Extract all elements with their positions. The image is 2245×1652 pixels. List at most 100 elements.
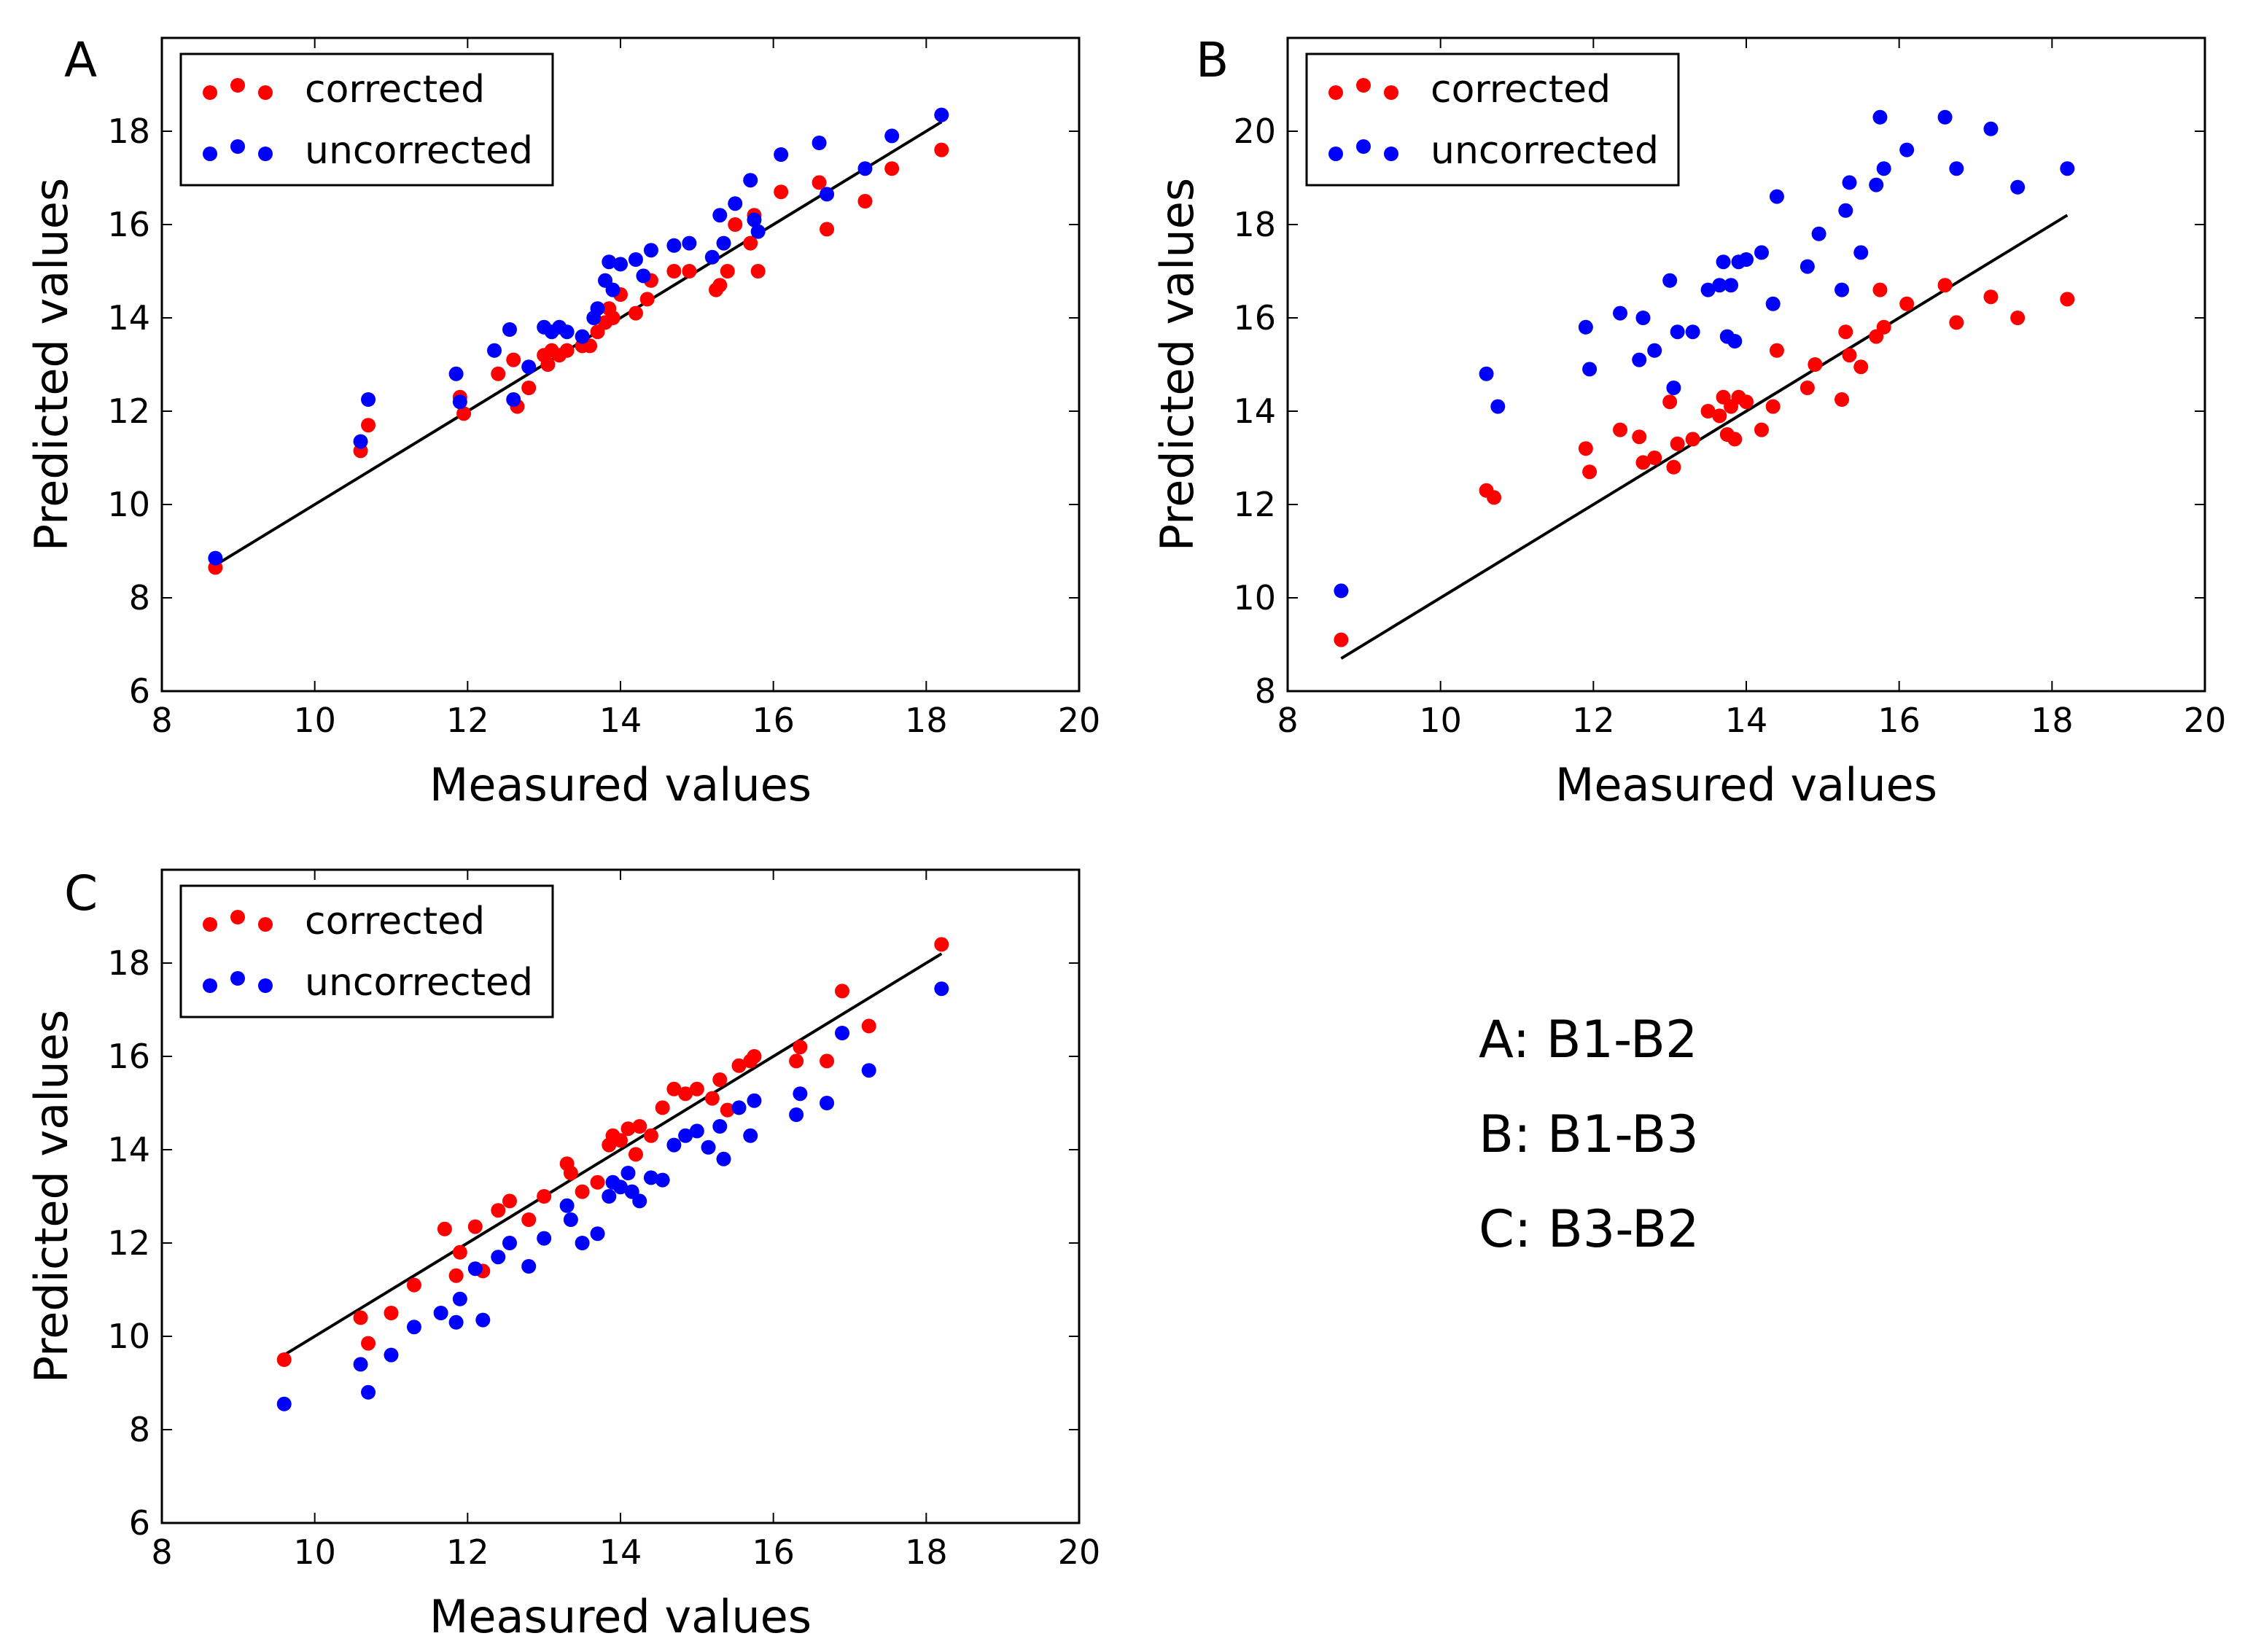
panel-c-uncorrected-point bbox=[789, 1107, 804, 1122]
panel-b-corrected-point bbox=[1799, 381, 1815, 395]
panel-b-corrected-point bbox=[1983, 289, 1999, 305]
panel-a-uncorrected-point bbox=[602, 254, 617, 270]
panel-c-x-tick-label: 20 bbox=[1058, 1532, 1101, 1572]
panel-c-corrected-point bbox=[361, 1336, 376, 1351]
panel-b-x-tick-label: 8 bbox=[1277, 701, 1298, 740]
panel-c-corrected-point bbox=[678, 1086, 693, 1102]
panel-a-uncorrected-point bbox=[643, 243, 658, 258]
panel-a-uncorrected-point bbox=[628, 252, 643, 267]
panel-c-uncorrected-point bbox=[361, 1384, 376, 1400]
panel-c-corrected-point bbox=[575, 1184, 590, 1199]
panel-b-y-tick-label: 16 bbox=[1233, 298, 1276, 338]
panel-a-x-tick-label: 8 bbox=[151, 701, 172, 740]
panel-c-x-tick-label: 16 bbox=[752, 1532, 795, 1572]
panel-a-corrected-point bbox=[934, 142, 949, 157]
panel-b-x-tick-label: 12 bbox=[1572, 701, 1615, 740]
panel-b-legend-marker-corrected bbox=[1328, 85, 1343, 100]
panel-b-uncorrected-point bbox=[1716, 254, 1731, 270]
panel-a-uncorrected-point bbox=[743, 173, 758, 188]
panel-b-corrected-point bbox=[2060, 292, 2075, 307]
panel-b-uncorrected-point bbox=[1811, 226, 1826, 241]
panel-b-corrected-point bbox=[1834, 392, 1850, 407]
panel-c-letter: C bbox=[64, 865, 98, 922]
panel-a-uncorrected-point bbox=[747, 212, 762, 227]
panel-c-uncorrected-point bbox=[655, 1172, 670, 1188]
panel-b-uncorrected-point bbox=[1899, 142, 1915, 157]
panel-b-uncorrected-point bbox=[1799, 259, 1815, 274]
panel-b-legend-marker-corrected bbox=[1384, 85, 1398, 100]
panel-b-legend-marker-uncorrected bbox=[1328, 147, 1343, 161]
panel-c-uncorrected-point bbox=[861, 1063, 876, 1078]
panel-a-corrected-point bbox=[720, 264, 735, 278]
panel-c-y-tick-label: 14 bbox=[107, 1130, 150, 1169]
panel-a-x-tick-label: 10 bbox=[293, 701, 336, 740]
panel-a-x-tick-label: 20 bbox=[1058, 701, 1101, 740]
panel-b-corrected-point bbox=[1487, 490, 1502, 505]
panel-a-corrected-point bbox=[540, 357, 556, 372]
panel-a-corrected-point bbox=[743, 235, 758, 251]
panel-b-corrected-point bbox=[1647, 451, 1662, 465]
panel-a-uncorrected-point bbox=[812, 136, 827, 150]
panel-b-corrected-point bbox=[1937, 278, 1953, 293]
panel-b-series-uncorrected bbox=[1334, 109, 2075, 599]
panel-c-corrected-point bbox=[537, 1189, 552, 1204]
panel-c-uncorrected-point bbox=[716, 1151, 731, 1166]
panel-b-uncorrected-point bbox=[1739, 252, 1754, 267]
panel-a-corrected-point bbox=[712, 278, 728, 293]
caption-b: B: B1-B3 bbox=[1479, 1104, 1699, 1164]
panel-b-corrected-point bbox=[1949, 315, 1964, 330]
panel-a-uncorrected-point bbox=[613, 257, 628, 272]
panel-c-corrected-point bbox=[502, 1193, 517, 1209]
panel-b-corrected-point bbox=[1662, 394, 1678, 410]
panel-b-y-tick-label: 8 bbox=[1255, 671, 1276, 711]
panel-c-corrected-point bbox=[720, 1102, 735, 1118]
panel-a-uncorrected-point bbox=[502, 322, 517, 337]
panel-a-corrected-point bbox=[559, 343, 575, 358]
panel-a-x-tick-label: 14 bbox=[599, 701, 642, 740]
panel-a-uncorrected-point bbox=[666, 238, 682, 253]
panel-b-x-tick-label: 18 bbox=[2031, 701, 2074, 740]
panel-b-x-tick-label: 16 bbox=[1878, 701, 1921, 740]
panel-b-corrected-point bbox=[1769, 343, 1784, 358]
panel-c-x-tick-label: 18 bbox=[905, 1532, 948, 1572]
panel-c-legend-box bbox=[179, 884, 554, 1018]
panel-a-uncorrected-point bbox=[728, 196, 743, 211]
panel-b-uncorrected-point bbox=[1853, 245, 1869, 260]
panel-a-legend-marker-uncorrected bbox=[258, 147, 273, 161]
panel-b-uncorrected-point bbox=[1490, 399, 1506, 414]
panel-a-corrected-point bbox=[820, 222, 835, 237]
panel-c-legend-marker-corrected bbox=[203, 917, 217, 932]
panel-c-corrected-point bbox=[789, 1053, 804, 1069]
panel-a-uncorrected-point bbox=[636, 268, 651, 284]
panel-a-uncorrected-point bbox=[820, 187, 835, 202]
panel-b-corrected-point bbox=[1632, 429, 1647, 445]
panel-c-uncorrected-point bbox=[537, 1231, 552, 1246]
panel-a-x-axis-title: Measured values bbox=[429, 758, 812, 811]
panel-b-corrected-point bbox=[1670, 436, 1685, 451]
panel-b-legend-marker-uncorrected bbox=[1384, 147, 1398, 161]
panel-b-legend-box bbox=[1305, 52, 1680, 187]
panel-c-uncorrected-point bbox=[678, 1128, 693, 1143]
panel-c-corrected-point bbox=[467, 1219, 483, 1234]
panel-c-corrected-point bbox=[793, 1040, 808, 1055]
panel-c-corrected-point bbox=[934, 937, 949, 952]
panel-b-x-axis-title: Measured values bbox=[1555, 758, 1937, 811]
panel-a-uncorrected-point bbox=[353, 434, 368, 449]
panel-a-corrected-point bbox=[639, 292, 655, 307]
panel-c-uncorrected-point bbox=[712, 1119, 728, 1134]
panel-c-legend-marker-uncorrected bbox=[258, 978, 273, 993]
panel-b-uncorrected-point bbox=[1647, 343, 1662, 358]
panel-a-uncorrected-point bbox=[884, 128, 900, 144]
panel-a-legend-box bbox=[179, 52, 554, 187]
panel-c-uncorrected-point bbox=[384, 1347, 399, 1363]
panel-b-uncorrected-point bbox=[1685, 324, 1700, 340]
panel-b-uncorrected-point bbox=[1727, 334, 1743, 348]
panel-b-uncorrected-point bbox=[1670, 324, 1685, 340]
panel-c-uncorrected-point bbox=[747, 1093, 762, 1108]
panel-c-corrected-point bbox=[613, 1133, 628, 1148]
panel-c-corrected-point bbox=[835, 983, 850, 999]
panel-b-uncorrected-point bbox=[1635, 311, 1651, 325]
panel-c-corrected-point bbox=[452, 1244, 467, 1260]
